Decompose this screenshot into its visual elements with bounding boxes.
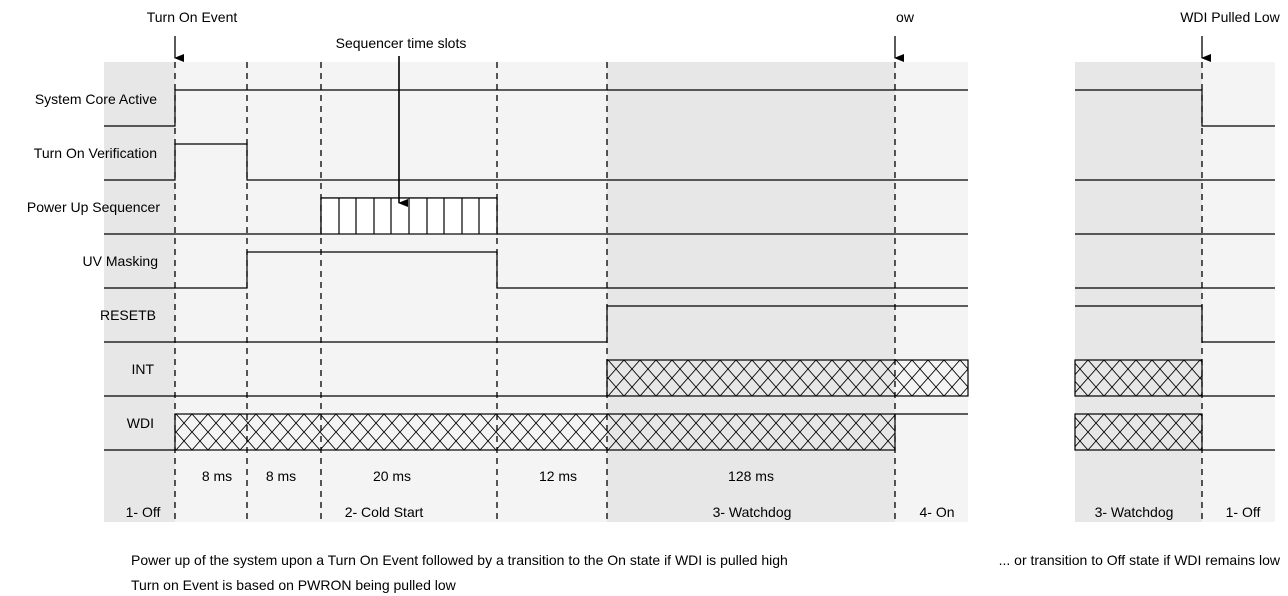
watchdog2-shade xyxy=(1075,62,1202,522)
state-label: 2- Cold Start xyxy=(345,504,424,520)
sequencer-slots-label: Sequencer time slots xyxy=(336,35,467,51)
wdi-low-label: WDI Pulled Low xyxy=(1180,9,1280,25)
state-label: 4- On xyxy=(919,504,954,520)
signal-label-turn-on-verification: Turn On Verification xyxy=(34,145,157,161)
wdi-high-label: ow xyxy=(896,9,915,25)
caption-line-2: Turn on Event is based on PWRON being pu… xyxy=(131,577,457,593)
state-label: 3- Watchdog xyxy=(713,504,792,520)
cold-start-shade xyxy=(175,62,607,522)
resetb-wave-right xyxy=(1075,305,1275,343)
duration-labels: 8 ms 8 ms 20 ms 12 ms 128 ms xyxy=(202,468,774,484)
off-state-shade xyxy=(104,62,175,522)
off2-state-shade xyxy=(1202,62,1275,522)
signal-labels: System Core Active Turn On Verification … xyxy=(27,91,160,431)
sequencer-slot-dividers xyxy=(338,198,480,234)
int-undefined-region-right xyxy=(1074,359,1203,397)
wdi-undefined-region xyxy=(174,413,896,451)
state-labels: 1- Off 2- Cold Start 3- Watchdog 4- On 3… xyxy=(126,504,1261,520)
state-label: 1- Off xyxy=(1226,504,1261,520)
duration-label: 20 ms xyxy=(373,468,411,484)
signal-label-system-core-active: System Core Active xyxy=(35,91,157,107)
signal-label-int: INT xyxy=(131,361,154,377)
turn-on-event-label: Turn On Event xyxy=(147,9,238,25)
signal-label-resetb: RESETB xyxy=(100,307,156,323)
resetb-wave xyxy=(104,305,968,343)
duration-label: 128 ms xyxy=(728,468,774,484)
on-state-shade xyxy=(895,62,968,522)
state-label: 3- Watchdog xyxy=(1095,504,1174,520)
duration-label: 8 ms xyxy=(266,468,296,484)
caption-line-1-right: ... or transition to Off state if WDI re… xyxy=(999,552,1281,568)
uv-masking-wave xyxy=(104,251,968,289)
int-undefined-region xyxy=(606,359,969,397)
signal-label-uv-masking: UV Masking xyxy=(83,253,158,269)
signal-label-wdi: WDI xyxy=(127,415,154,431)
duration-label: 12 ms xyxy=(539,468,577,484)
wdi-undefined-region-right xyxy=(1074,413,1203,451)
waveforms xyxy=(104,89,1275,451)
event-arrows xyxy=(174,36,1211,207)
captions: Power up of the system upon a Turn On Ev… xyxy=(131,552,1281,593)
watchdog-shade xyxy=(607,62,895,522)
signal-label-power-up-sequencer: Power Up Sequencer xyxy=(27,199,160,215)
duration-label: 8 ms xyxy=(202,468,232,484)
state-label: 1- Off xyxy=(126,504,161,520)
background-shading xyxy=(104,62,1275,522)
caption-line-1: Power up of the system upon a Turn On Ev… xyxy=(131,552,788,568)
turn-on-verification-wave xyxy=(104,143,968,181)
